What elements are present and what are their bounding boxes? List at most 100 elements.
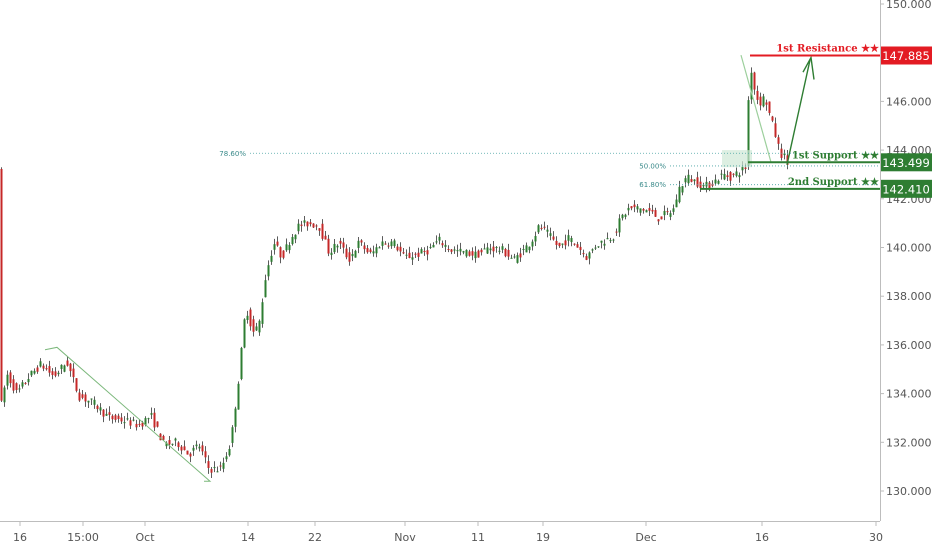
candle-up: [438, 236, 441, 241]
candle-down: [441, 243, 444, 246]
candle-down: [342, 242, 345, 248]
candle-up: [126, 418, 129, 420]
candle-down: [153, 412, 156, 428]
candle-up: [528, 246, 531, 251]
candle-down: [651, 209, 654, 212]
candle-up: [639, 208, 642, 213]
candle-up: [123, 422, 126, 424]
candle-up: [435, 241, 438, 243]
candle-down: [102, 409, 105, 417]
candle-up: [333, 243, 336, 253]
candle-down: [540, 227, 543, 229]
candle-down: [315, 225, 318, 227]
candle-down: [45, 368, 48, 370]
candle-down: [204, 451, 207, 458]
candle-down: [84, 394, 87, 402]
x-tick-label: 22: [308, 531, 322, 544]
level-label: 1st Support ★★: [792, 150, 879, 161]
candle-down: [162, 435, 165, 440]
candle-up: [393, 240, 396, 247]
candle-down: [615, 231, 618, 233]
candle-down: [207, 461, 210, 468]
candle-up: [258, 320, 261, 333]
level-label: 1st Resistance ★★: [776, 44, 879, 55]
candle-down: [318, 228, 321, 231]
candle-up: [405, 254, 408, 256]
candle-down: [399, 246, 402, 252]
candle-up: [297, 223, 300, 232]
sr-levels: 1st Resistance ★★ 1st Support ★★ 2nd Suppo…: [700, 44, 881, 190]
y-tick-label: 150.000: [886, 0, 932, 11]
candle-down: [576, 244, 579, 248]
candle-down: [36, 367, 39, 372]
candle-down: [396, 246, 399, 251]
candle-down: [765, 102, 768, 105]
candle-up: [105, 413, 108, 416]
candle-down: [774, 123, 777, 137]
candle-down: [477, 250, 480, 258]
candle-down: [312, 223, 315, 228]
candle-up: [495, 247, 498, 249]
candle-down: [177, 442, 180, 448]
candle-up: [432, 244, 435, 248]
candle-up: [603, 243, 606, 246]
x-tick-label: Oct: [135, 531, 155, 544]
candle-down: [42, 365, 45, 369]
candle-down: [111, 415, 114, 420]
candle-down: [408, 252, 411, 258]
candle-down: [78, 392, 81, 401]
candle-down: [468, 251, 471, 256]
candle-up: [510, 257, 513, 259]
candle-up: [240, 347, 243, 380]
candle-down: [504, 248, 507, 257]
candle-up: [567, 235, 570, 241]
candle-down: [732, 173, 735, 175]
candle-down: [387, 245, 390, 247]
candle-up: [462, 251, 465, 253]
candle-down: [75, 378, 78, 391]
candle-up: [291, 236, 294, 245]
candle-up: [30, 370, 33, 376]
candle-down: [507, 249, 510, 257]
candle-down: [108, 412, 111, 415]
candle-down: [321, 223, 324, 239]
fib-label: 50.00%: [639, 162, 666, 170]
candle-up: [618, 218, 621, 233]
candle-up: [489, 248, 492, 251]
candle-up: [501, 246, 504, 250]
candle-up: [390, 241, 393, 247]
candle-up: [687, 174, 690, 184]
candle-up: [483, 248, 486, 250]
price-tag-box: [881, 46, 932, 65]
candle-down: [414, 253, 417, 255]
candle-up: [87, 400, 90, 403]
candle-down: [156, 421, 159, 427]
candle-up: [6, 374, 9, 386]
candle-up: [762, 96, 765, 107]
candle-up: [60, 364, 63, 369]
candle-down: [756, 90, 759, 100]
candle-down: [768, 101, 771, 113]
candle-down: [339, 240, 342, 244]
candle-up: [198, 446, 201, 449]
candle-up: [228, 448, 231, 456]
candle-down: [96, 405, 99, 410]
y-tick-label: 136.000: [886, 339, 932, 352]
candle-down: [450, 249, 453, 252]
candle-up: [261, 302, 264, 324]
candle-down: [519, 253, 522, 258]
candle-up: [717, 180, 720, 184]
candle-down: [201, 445, 204, 452]
candle-up: [27, 379, 30, 383]
candle-down: [480, 249, 483, 253]
candle-down: [168, 440, 171, 445]
candle-up: [144, 418, 147, 425]
x-tick-label: 19: [536, 531, 550, 544]
candle-up: [93, 399, 96, 405]
candle-up: [150, 413, 153, 415]
candle-down: [657, 219, 660, 222]
candle-up: [525, 245, 528, 253]
candle-up: [57, 372, 60, 375]
candle-down: [12, 379, 15, 391]
